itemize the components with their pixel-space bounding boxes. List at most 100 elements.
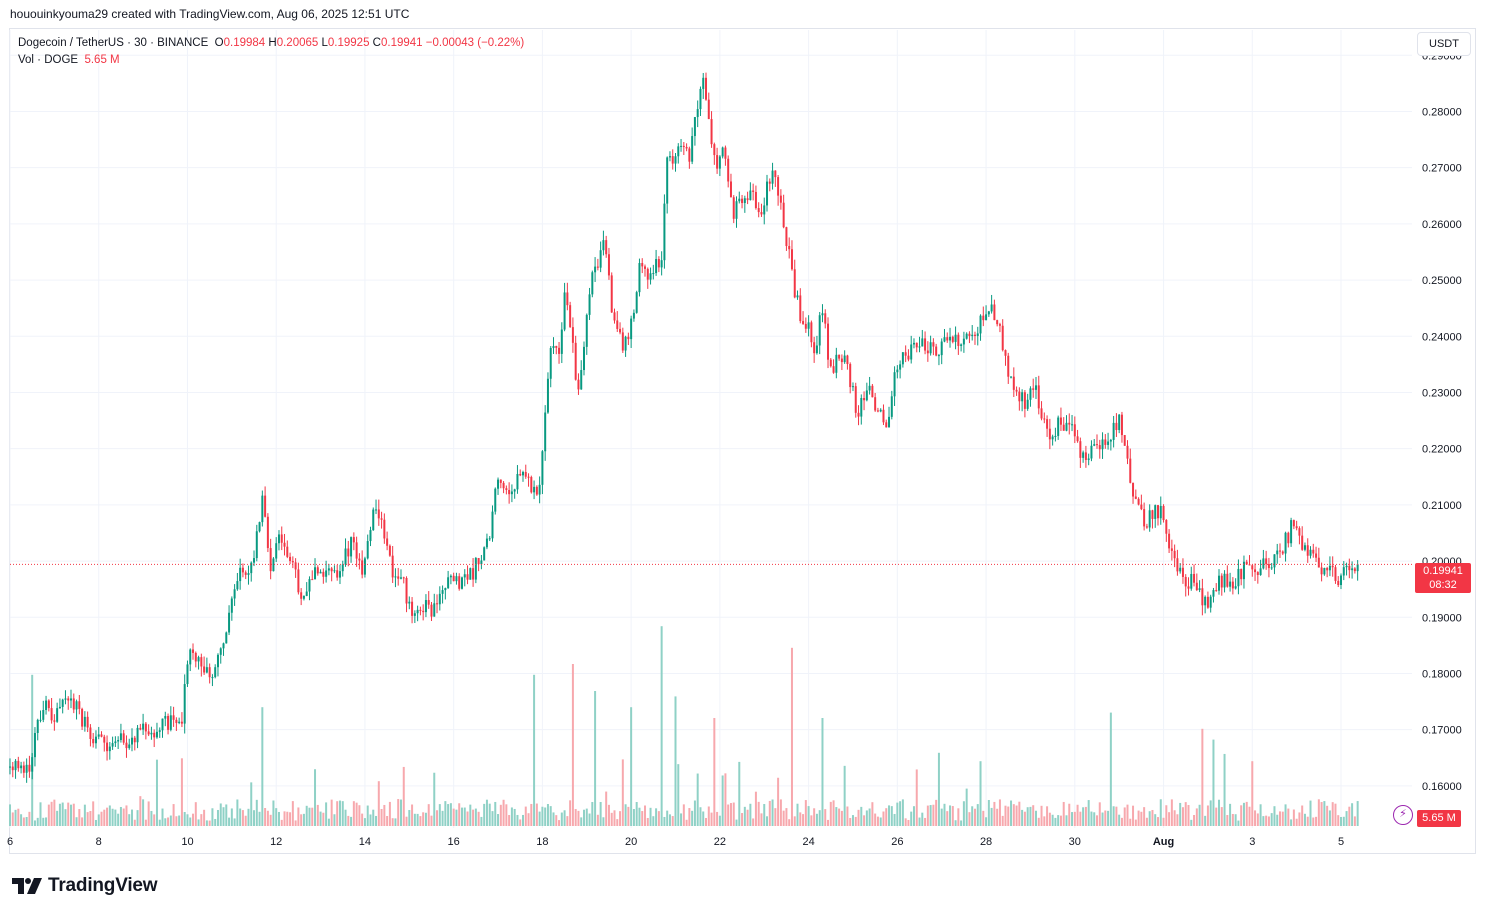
candle-body (153, 732, 156, 738)
volume-bar (804, 800, 807, 826)
volume-bar (20, 814, 23, 826)
candle-body (86, 716, 89, 728)
candle-body (899, 364, 902, 370)
candle-body (94, 736, 97, 744)
candle-body (178, 721, 181, 724)
candle-body (627, 336, 630, 340)
candle-body (1303, 545, 1306, 550)
volume-bar (863, 815, 866, 826)
candle-body (727, 158, 730, 182)
candle-body (169, 715, 172, 730)
candle-body (1223, 573, 1226, 588)
volume-bar (47, 804, 50, 826)
volume-bar (1179, 802, 1182, 826)
candle-body (1184, 576, 1187, 587)
candle-body (405, 577, 408, 604)
candle-body (1301, 535, 1304, 550)
candle-body (488, 538, 491, 540)
volume-bar (1234, 814, 1237, 826)
volume-bar (710, 812, 713, 826)
candle-body (325, 570, 328, 577)
candle-body (713, 144, 716, 156)
candle-body (483, 547, 486, 561)
volume-bar (94, 819, 97, 826)
volume-bar (1273, 806, 1276, 826)
candle-body (1306, 545, 1309, 556)
candle-body (580, 370, 583, 390)
volume-bar (549, 806, 552, 826)
volume-bar (566, 816, 569, 826)
candle-body (519, 473, 522, 476)
candle-body (910, 344, 913, 360)
volume-bar (1237, 820, 1240, 826)
candle-body (1267, 564, 1270, 569)
volume-bar (1026, 807, 1029, 826)
volume-bar (36, 817, 39, 826)
volume-bar (1079, 811, 1082, 826)
candle-body (846, 355, 849, 365)
lightning-icon[interactable]: ⚡ (1393, 805, 1413, 825)
candle-body (663, 203, 666, 261)
candle-body (1326, 567, 1329, 571)
candle-body (1001, 325, 1004, 351)
candle-body (732, 197, 735, 219)
volume-bar (499, 804, 502, 826)
candle-body (314, 567, 317, 580)
volume-bar (998, 799, 1001, 826)
candle-body (70, 698, 73, 701)
candle-body (1328, 565, 1331, 571)
volume-bar (261, 707, 264, 826)
volume-bar (325, 802, 328, 826)
grid-layer (9, 30, 1412, 828)
candle-body (1071, 424, 1074, 426)
volume-bar (1326, 805, 1329, 826)
candle-body (544, 412, 547, 452)
volume-bar (155, 759, 158, 826)
volume-bar (757, 801, 760, 826)
volume-bar (25, 817, 28, 826)
candle-body (197, 657, 200, 662)
volume-bar (779, 799, 782, 826)
volume-bar (946, 811, 949, 826)
candle-body (1112, 422, 1115, 440)
volume-bar (83, 804, 86, 826)
volume-bar (965, 788, 968, 826)
candle-body (45, 700, 48, 711)
volume-bar (949, 805, 952, 826)
legend-close: 0.19941 (380, 37, 423, 49)
candle-body (255, 531, 258, 559)
volume-bar (774, 808, 777, 826)
legend-change: −0.00043 (−0.22%) (425, 37, 525, 49)
candle-body (1181, 567, 1184, 577)
volume-bar (117, 813, 120, 826)
candle-body (172, 715, 175, 720)
volume-bar (1287, 808, 1290, 826)
volume-bar (716, 811, 719, 826)
volume-bar (114, 809, 117, 826)
volume-bar (990, 807, 993, 826)
volume-bar (610, 812, 613, 826)
candle-body (924, 338, 927, 351)
candle-body (1240, 568, 1243, 580)
volume-bar (635, 802, 638, 826)
candle-body (97, 734, 100, 737)
currency-button[interactable]: USDT (1417, 32, 1471, 56)
volume-bar (438, 804, 441, 826)
candle-body (1043, 418, 1046, 420)
candle-body (788, 246, 791, 250)
chart-caption: hououinkyouma29 created with TradingView… (10, 7, 410, 21)
volume-bar (890, 806, 893, 826)
candle-body (513, 489, 516, 492)
candle-body (1256, 572, 1259, 575)
candle-body (832, 366, 835, 373)
candle-body (1284, 532, 1287, 554)
volume-bar (125, 805, 128, 826)
candle-body (1231, 581, 1234, 589)
volume-bar (510, 807, 513, 826)
volume-bar (186, 814, 189, 826)
candle-body (932, 342, 935, 347)
candle-body (344, 548, 347, 565)
candle-body (1173, 550, 1176, 559)
candle-body (1007, 355, 1010, 377)
